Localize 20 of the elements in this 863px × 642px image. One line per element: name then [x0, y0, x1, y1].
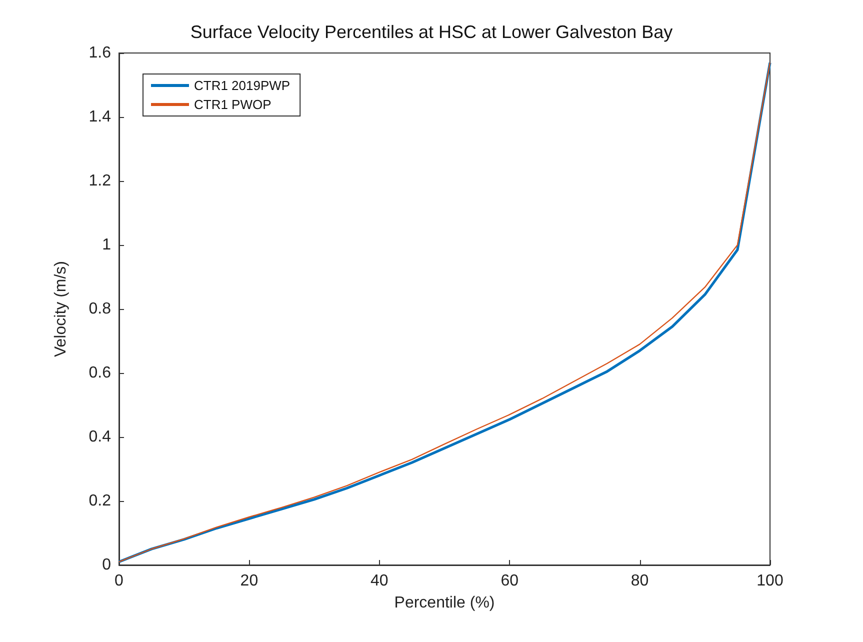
x-tick-label: 0: [114, 572, 124, 590]
y-tick-label: 0.6: [88, 364, 112, 382]
x-tick-label: 100: [756, 572, 784, 590]
x-tick-label: 40: [370, 572, 388, 590]
y-tick-label: 1: [102, 236, 112, 254]
x-tick-label: 20: [240, 572, 258, 590]
y-tick-label: 0: [102, 556, 112, 574]
legend-label: CTR1 PWOP: [194, 97, 272, 112]
y-tick-label: 0.4: [88, 428, 112, 446]
y-tick-label: 1.2: [88, 172, 112, 190]
x-tick-label: 60: [500, 572, 519, 590]
y-tick-label: 0.2: [88, 492, 112, 510]
x-tick-label: 80: [630, 572, 649, 590]
chart-title: Surface Velocity Percentiles at HSC at Lower Galveston Bay: [190, 22, 673, 42]
y-axis-title: Velocity (m/s): [52, 260, 70, 358]
x-axis-title: Percentile (%): [394, 594, 495, 612]
y-tick-label: 1.4: [88, 108, 112, 126]
y-tick-label: 0.8: [88, 300, 112, 318]
legend-label: CTR1 2019PWP: [194, 78, 290, 93]
y-tick-label: 1.6: [88, 44, 112, 62]
